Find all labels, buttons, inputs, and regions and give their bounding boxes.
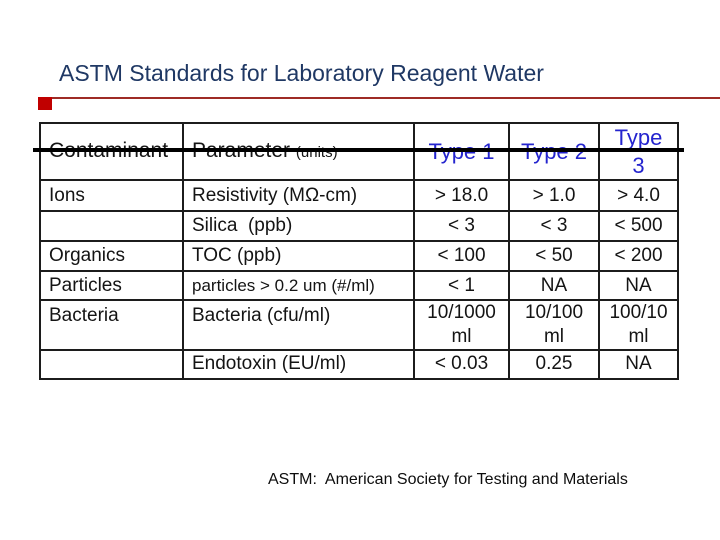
cell-contaminant (39, 348, 184, 380)
cell-parameter: Endotoxin (EU/ml) (182, 348, 415, 380)
cell-type3: < 200 (598, 240, 679, 272)
standards-table: Contaminant Parameter (units) Type 1 Typ… (39, 122, 679, 380)
cell-type2: > 1.0 (508, 179, 600, 212)
cell-parameter: TOC (ppb) (182, 240, 415, 272)
cell-type3: 100/10 ml (598, 299, 679, 351)
cell-parameter: particles > 0.2 um (#/ml) (182, 270, 415, 301)
cell-type2: NA (508, 270, 600, 301)
table-row-organics: Organics TOC (ppb) < 100 < 50 < 200 (39, 240, 679, 272)
cell-type1: < 1 (413, 270, 510, 301)
cell-type3: < 500 (598, 210, 679, 242)
footnote: ASTM: American Society for Testing and M… (268, 471, 628, 488)
cell-contaminant (39, 210, 184, 242)
cell-type2: 10/100 ml (508, 299, 600, 351)
header-parameter-units: (units) (295, 144, 338, 162)
cell-type3: > 4.0 (598, 179, 679, 212)
table-row-endotoxin: Endotoxin (EU/ml) < 0.03 0.25 NA (39, 348, 679, 380)
cell-type1: < 100 (413, 240, 510, 272)
accent-line (38, 97, 720, 99)
accent-square-bullet (38, 97, 52, 110)
cell-parameter: Resistivity (MΩ-cm) (182, 179, 415, 212)
table-row-silica: Silica (ppb) < 3 < 3 < 500 (39, 210, 679, 242)
cell-parameter: Silica (ppb) (182, 210, 415, 242)
cell-type1: 10/1000 ml (413, 299, 510, 351)
cell-contaminant: Bacteria (39, 299, 184, 351)
table-row-ions: Ions Resistivity (MΩ-cm) > 18.0 > 1.0 > … (39, 179, 679, 212)
cell-parameter: Bacteria (cfu/ml) (182, 299, 415, 351)
table-row-bacteria: Bacteria Bacteria (cfu/ml) 10/1000 ml 10… (39, 299, 679, 351)
cell-type3: NA (598, 348, 679, 380)
cell-type3: NA (598, 270, 679, 301)
cell-type2: 0.25 (508, 348, 600, 380)
cell-contaminant: Organics (39, 240, 184, 272)
cell-contaminant: Particles (39, 270, 184, 301)
cell-type2: < 50 (508, 240, 600, 272)
cell-type1: < 3 (413, 210, 510, 242)
table-row-particles: Particles particles > 0.2 um (#/ml) < 1 … (39, 270, 679, 301)
cell-type2: < 3 (508, 210, 600, 242)
cell-type1: < 0.03 (413, 348, 510, 380)
header-underline-rule (33, 148, 684, 152)
cell-type1: > 18.0 (413, 179, 510, 212)
slide-title: ASTM Standards for Laboratory Reagent Wa… (59, 60, 544, 86)
cell-contaminant: Ions (39, 179, 184, 212)
